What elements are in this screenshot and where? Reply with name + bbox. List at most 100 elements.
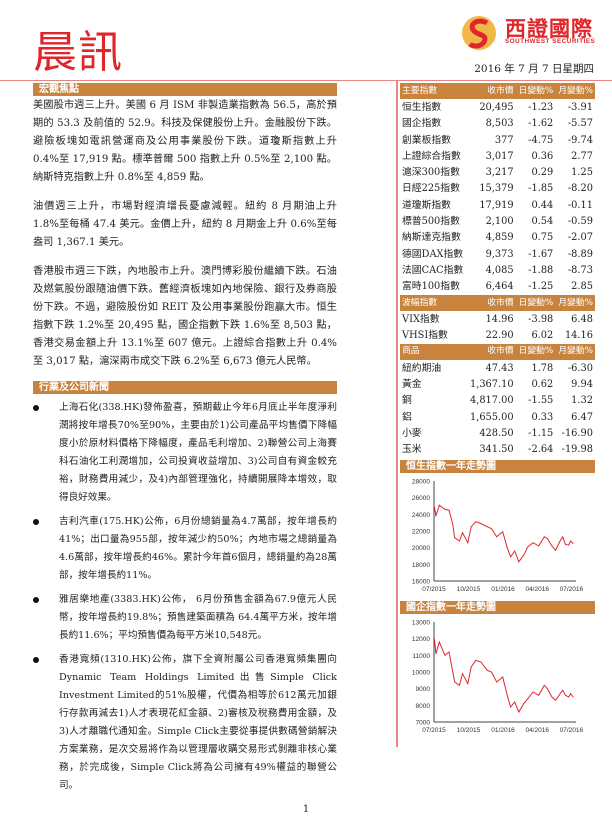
data-point [459,540,460,542]
column-header: 日變動% [515,343,556,361]
market-name: 紐約期油 [402,362,442,374]
data-point [502,531,504,533]
close-price: 4,085 [485,264,514,276]
data-point [543,536,545,538]
column-header: 月變動% [555,83,595,100]
monthly-change: -9.74 [567,134,593,146]
news-text: 雅居樂地產(3383.HK)公佈， 6月份預售金額為67.9億元人民幣，按年增長… [59,594,337,641]
x-tick-label: 01/2016 [491,586,515,593]
data-point [454,537,456,538]
data-point [433,638,435,639]
market-row: 恒生指數 20,495 -1.23 -3.91 [400,99,595,115]
daily-change: -4.75 [528,134,554,146]
market-row: 納斯達克指數 4,859 0.75 -2.07 [400,230,595,246]
data-point [570,540,572,542]
monthly-change: 6.47 [571,411,593,423]
close-price: 341.50 [479,444,514,456]
main-content: 宏觀焦點 美國股市週三上升。美國 6 月 ISM 非製造業指數為 56.5，高於… [0,81,612,795]
monthly-change: 14.16 [564,330,593,342]
daily-change: -1.25 [528,281,554,293]
market-row: 道瓊斯指數 17,919 0.44 -0.11 [400,197,595,213]
market-name: 銅 [402,395,412,407]
daily-change: -1.88 [528,264,554,276]
x-tick-label: 04/2016 [525,586,549,593]
market-section-header: 商品 收市價 日變動% 月變動% [400,343,595,361]
market-row: 富時100指數 6,464 -1.25 2.85 [400,279,595,295]
market-row: 黃金 1,367.10 0.62 9.94 [400,376,595,392]
monthly-change: -19.98 [561,444,593,456]
market-row: 銅 4,817.00 -1.55 1.32 [400,393,595,409]
market-row: 鋁 1,655.00 0.33 6.47 [400,409,595,425]
close-price: 2,100 [485,216,514,228]
news-text: 上海石化(338.HK)發佈盈喜，預期截止今年6月底止半年度淨利潤將按年增長70… [59,402,337,503]
page-number: 1 [302,804,310,815]
column-header: 收市價 [466,343,516,361]
y-tick-label: 28000 [412,478,430,485]
monthly-change: -6.30 [567,362,593,374]
data-point [568,696,570,698]
close-price: 4,859 [485,232,514,244]
data-point [527,698,529,699]
daily-change: 0.36 [531,150,554,162]
x-tick-label: 07/2015 [422,727,446,734]
data-point [444,654,446,656]
data-point [518,561,520,563]
monthly-change: -16.90 [561,427,593,439]
y-tick-label: 13000 [412,619,430,626]
data-point [491,527,492,529]
data-point [506,547,508,548]
data-point [546,537,548,539]
market-name: 標普500指數 [402,216,460,228]
data-point [480,661,482,663]
market-name: 小麥 [402,427,422,439]
data-point [538,545,540,547]
y-tick-label: 11000 [412,653,430,660]
y-tick-label: 20000 [412,545,430,552]
macro-heading: 宏觀焦點 [33,83,337,96]
market-row: 德國DAX指數 9,373 -1.67 -8.89 [400,246,595,262]
news-heading: 行業及公司新聞 [33,381,337,394]
market-row: 玉米 341.50 -2.64 -19.98 [400,442,595,458]
data-point [467,683,469,684]
data-point [475,521,477,523]
report-date: 2016 年 7 月 7 日星期四 [474,63,594,75]
macro-paragraph-2: 油價週三上升，市場對經濟增長憂慮減輕。紐約 8 月期油上升 1.8%至每桶 47… [33,201,337,248]
data-point [462,532,463,533]
news-item: 雅居樂地產(3383.HK)公佈， 6月份預售金額為67.9億元人民幣，按年增長… [33,591,337,645]
market-section-header: 主要指數 收市價 日變動% 月變動% [400,83,595,100]
market-row: 標普500指數 2,100 0.54 -0.59 [400,213,595,229]
monthly-change: -0.11 [567,199,593,211]
close-price: 22.90 [485,330,514,342]
market-name: 道瓊斯指數 [402,199,451,211]
market-name: 滬深300指數 [402,167,460,179]
data-point [486,669,488,671]
data-point [448,509,450,511]
daily-change: 0.29 [531,167,554,179]
market-name: 黃金 [402,378,422,390]
column-header: 月變動% [555,294,595,312]
daily-change: -1.67 [528,248,554,260]
data-point [491,671,492,673]
close-price: 377 [494,134,514,146]
market-row: VIX指數 14.96 -3.98 6.48 [400,311,595,327]
column-header: 主要指數 [400,83,467,100]
market-row: 法國CAC指數 4,085 -1.88 -8.73 [400,262,595,278]
market-row: 國企指數 8,503 -1.62 -5.57 [400,116,595,132]
news-item: 吉利汽車(175.HK)公佈，6月份總銷量為4.7萬部，按年增長約41%；出口量… [33,513,337,585]
y-tick-label: 9000 [416,686,431,693]
y-tick-label: 18000 [412,562,430,569]
bullet-icon [33,597,39,603]
market-section-header: 波幅指數 收市價 日變動% 月變動% [400,294,595,312]
data-point [459,684,460,686]
data-point [572,696,574,698]
x-tick-label: 07/2015 [422,586,446,593]
data-point [462,673,463,674]
bullet-icon [33,405,39,411]
close-price: 20,495 [479,101,514,113]
market-name: 鋁 [402,411,412,423]
daily-change: -1.23 [528,101,554,113]
data-point [486,526,488,528]
daily-change: -1.55 [528,395,554,407]
close-price: 8,503 [485,118,514,130]
